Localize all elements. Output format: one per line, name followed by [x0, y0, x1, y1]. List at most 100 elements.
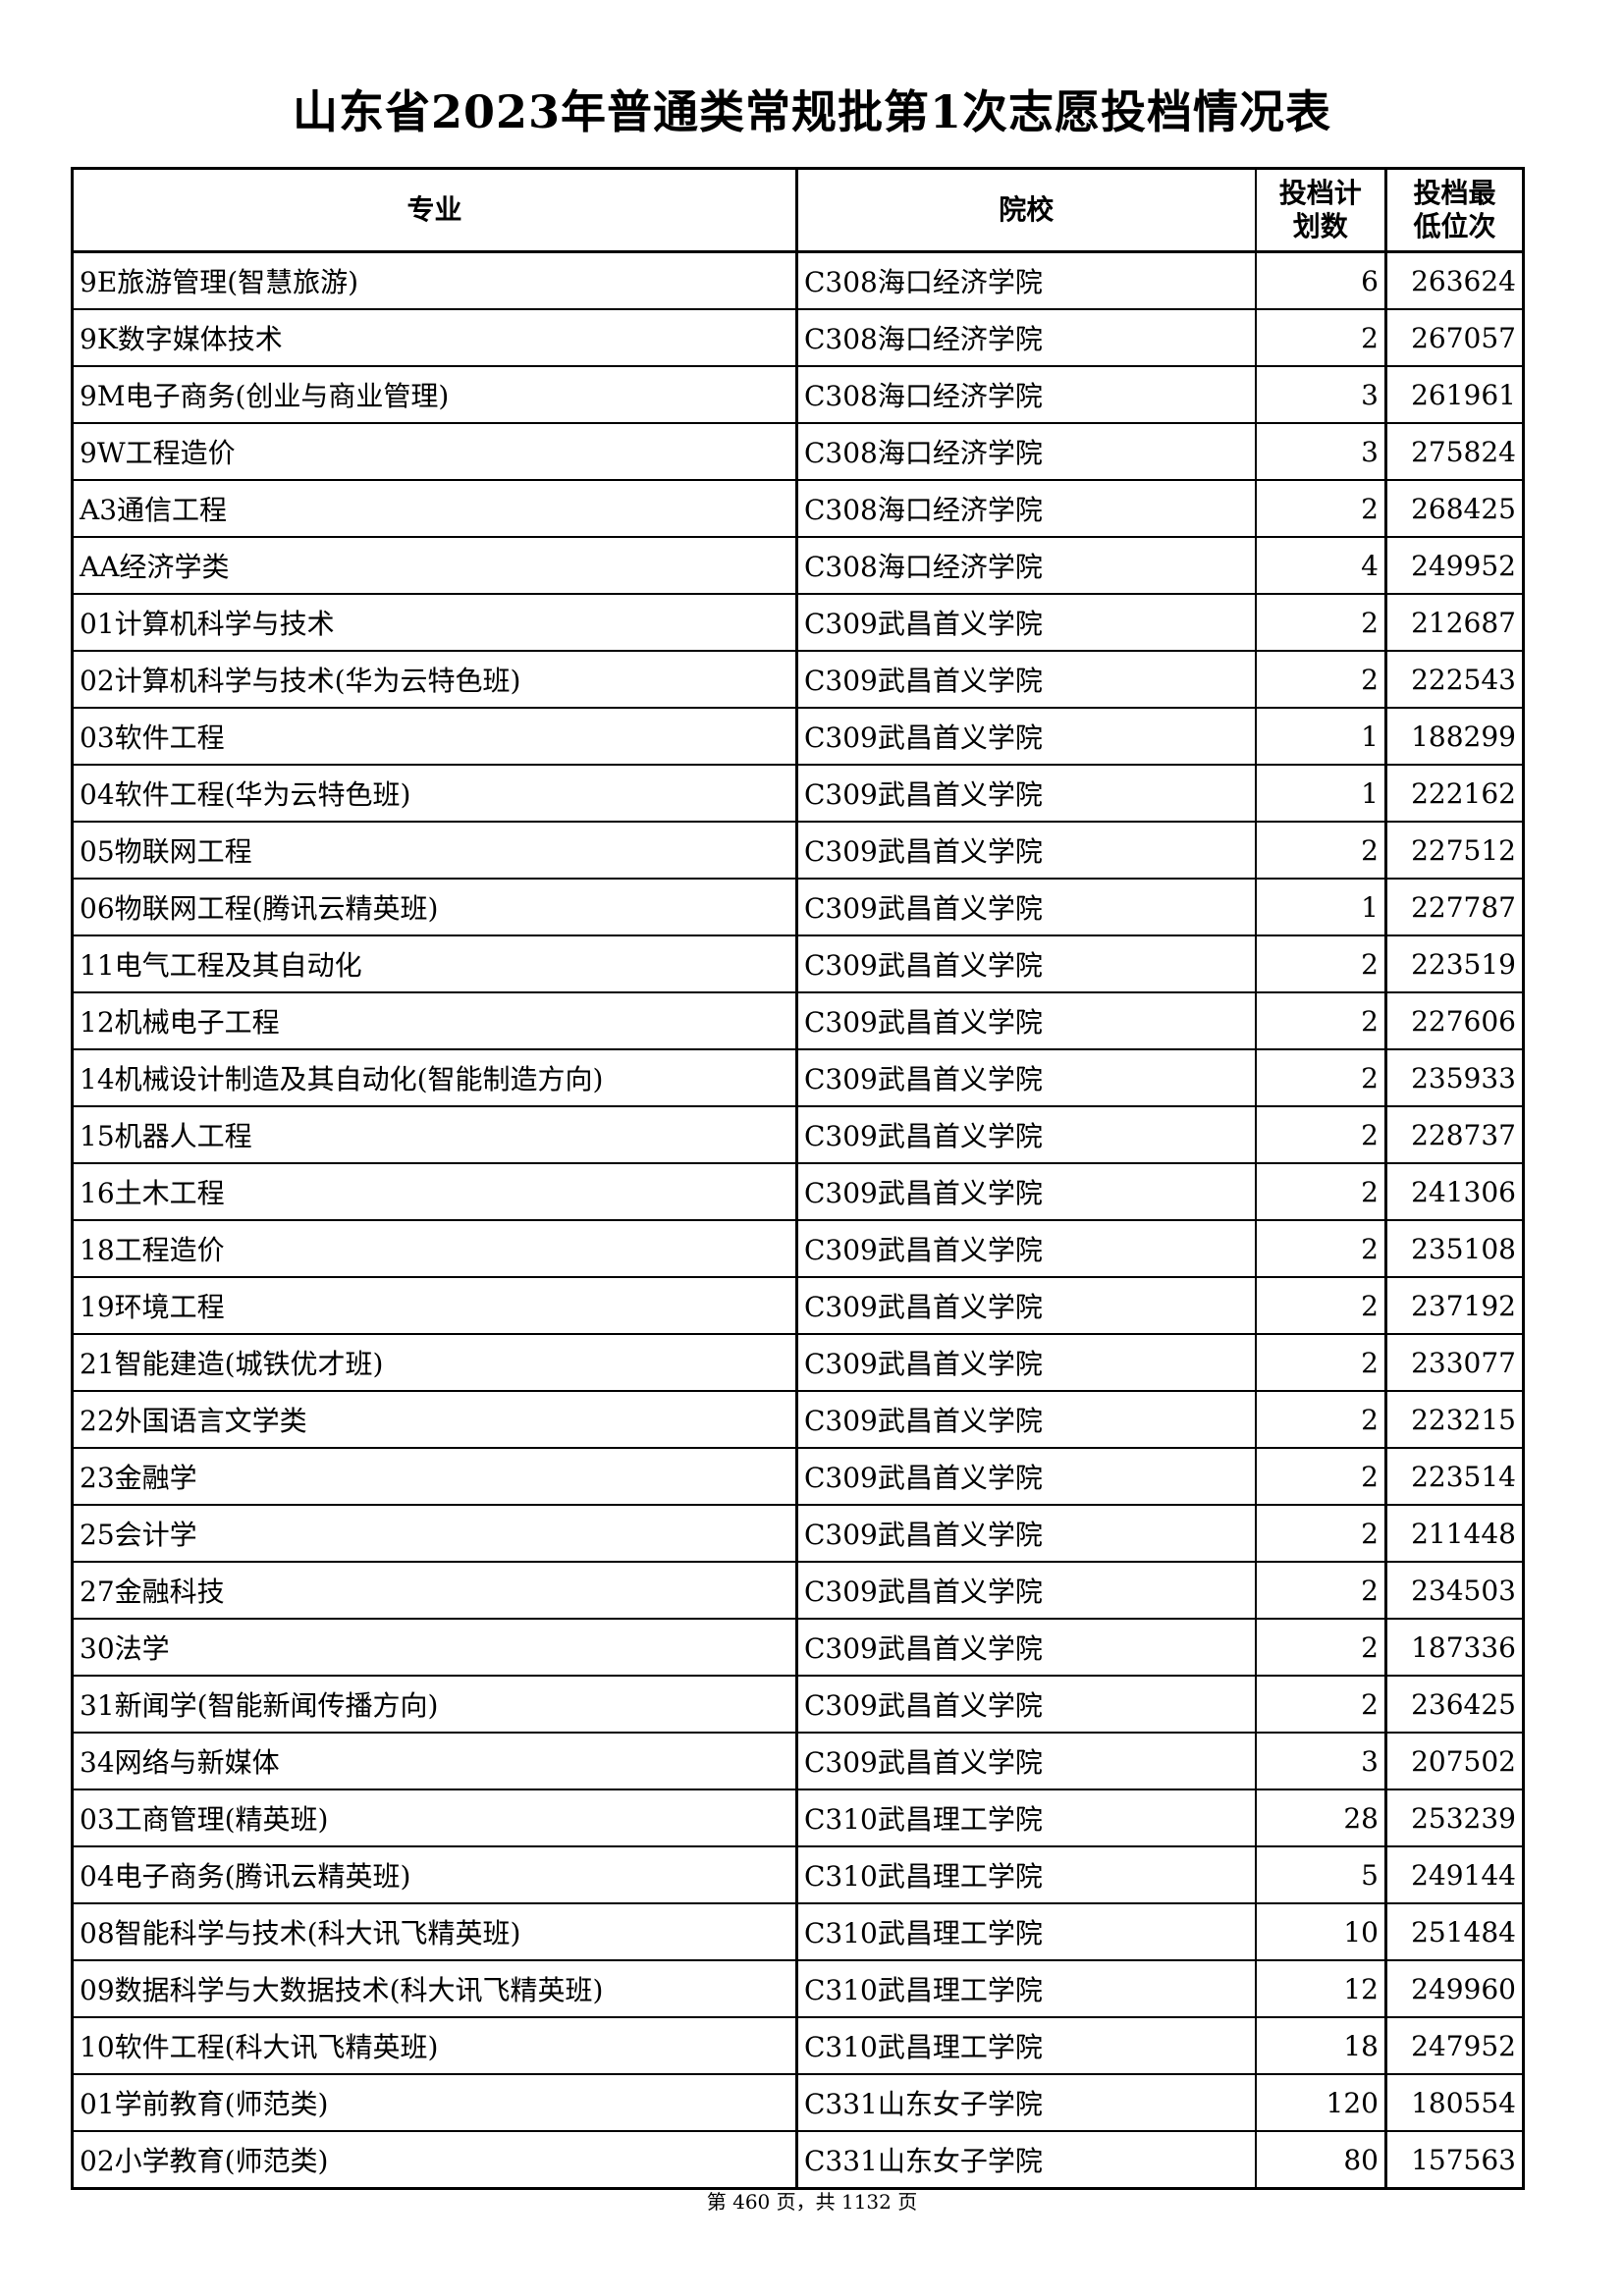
cell-school: C309武昌首义学院 — [795, 1048, 1257, 1107]
table-row: 30法学 C309武昌首义学院 2 187336 — [71, 1618, 1525, 1677]
cell-rank: 227512 — [1384, 821, 1525, 880]
cell-plan: 2 — [1254, 650, 1387, 709]
table-row: 9M电子商务(创业与商业管理) C308海口经济学院 3 261961 — [71, 365, 1525, 424]
cell-plan: 2 — [1254, 1675, 1387, 1734]
cell-school: C308海口经济学院 — [795, 250, 1257, 310]
cell-school: C308海口经济学院 — [795, 365, 1257, 424]
table-row: 04电子商务(腾讯云精英班) C310武昌理工学院 5 249144 — [71, 1845, 1525, 1904]
cell-rank: 227606 — [1384, 991, 1525, 1050]
cell-major: 03工商管理(精英班) — [71, 1789, 798, 1847]
cell-plan: 2 — [1254, 593, 1387, 652]
table-row: 22外国语言文学类 C309武昌首义学院 2 223215 — [71, 1390, 1525, 1449]
cell-plan: 120 — [1254, 2073, 1387, 2132]
table-row: 05物联网工程 C309武昌首义学院 2 227512 — [71, 821, 1525, 880]
table-row: 08智能科学与技术(科大讯飞精英班) C310武昌理工学院 10 251484 — [71, 1902, 1525, 1961]
cell-rank: 222543 — [1384, 650, 1525, 709]
cell-rank: 223514 — [1384, 1447, 1525, 1506]
cell-plan: 2 — [1254, 1561, 1387, 1620]
cell-major: 23金融学 — [71, 1447, 798, 1506]
cell-school: C309武昌首义学院 — [795, 1561, 1257, 1620]
cell-rank: 223215 — [1384, 1390, 1525, 1449]
cell-rank: 228737 — [1384, 1105, 1525, 1164]
table-header-row: 专业 院校 投档计划数 投档最 低位次 — [71, 167, 1525, 253]
cell-school: C308海口经济学院 — [795, 536, 1257, 595]
cell-plan: 1 — [1254, 707, 1387, 766]
table-row: 9E旅游管理(智慧旅游) C308海口经济学院 6 263624 — [71, 250, 1525, 310]
cell-rank: 180554 — [1384, 2073, 1525, 2132]
cell-plan: 1 — [1254, 764, 1387, 823]
cell-rank: 211448 — [1384, 1504, 1525, 1563]
cell-rank: 207502 — [1384, 1732, 1525, 1790]
cell-school: C310武昌理工学院 — [795, 1902, 1257, 1961]
table-row: 06物联网工程(腾讯云精英班) C309武昌首义学院 1 227787 — [71, 878, 1525, 936]
table-row: 25会计学 C309武昌首义学院 2 211448 — [71, 1504, 1525, 1563]
cell-major: 14机械设计制造及其自动化(智能制造方向) — [71, 1048, 798, 1107]
table-row: 02小学教育(师范类) C331山东女子学院 80 157563 — [71, 2130, 1525, 2190]
cell-major: 12机械电子工程 — [71, 991, 798, 1050]
cell-plan: 28 — [1254, 1789, 1387, 1847]
table-row: 01学前教育(师范类) C331山东女子学院 120 180554 — [71, 2073, 1525, 2132]
cell-plan: 2 — [1254, 1390, 1387, 1449]
cell-school: C310武昌理工学院 — [795, 1959, 1257, 2018]
cell-school: C309武昌首义学院 — [795, 934, 1257, 993]
cell-rank: 241306 — [1384, 1162, 1525, 1221]
cell-major: 09数据科学与大数据技术(科大讯飞精英班) — [71, 1959, 798, 2018]
column-header-plan: 投档计划数 — [1254, 167, 1387, 253]
cell-plan: 2 — [1254, 1048, 1387, 1107]
cell-rank: 249960 — [1384, 1959, 1525, 2018]
cell-major: 30法学 — [71, 1618, 798, 1677]
cell-school: C310武昌理工学院 — [795, 2016, 1257, 2075]
cell-rank: 263624 — [1384, 250, 1525, 310]
cell-plan: 1 — [1254, 878, 1387, 936]
cell-school: C309武昌首义学院 — [795, 1504, 1257, 1563]
cell-major: 10软件工程(科大讯飞精英班) — [71, 2016, 798, 2075]
cell-school: C309武昌首义学院 — [795, 1333, 1257, 1392]
table-row: 9W工程造价 C308海口经济学院 3 275824 — [71, 422, 1525, 481]
cell-school: C331山东女子学院 — [795, 2130, 1257, 2190]
table-row: 16土木工程 C309武昌首义学院 2 241306 — [71, 1162, 1525, 1221]
cell-plan: 2 — [1254, 1618, 1387, 1677]
cell-major: 05物联网工程 — [71, 821, 798, 880]
cell-rank: 251484 — [1384, 1902, 1525, 1961]
cell-school: C309武昌首义学院 — [795, 707, 1257, 766]
cell-plan: 10 — [1254, 1902, 1387, 1961]
cell-plan: 2 — [1254, 308, 1387, 367]
table-row: A3通信工程 C308海口经济学院 2 268425 — [71, 479, 1525, 538]
cell-school: C309武昌首义学院 — [795, 1447, 1257, 1506]
cell-school: C309武昌首义学院 — [795, 650, 1257, 709]
cell-major: AA经济学类 — [71, 536, 798, 595]
cell-major: 22外国语言文学类 — [71, 1390, 798, 1449]
cell-rank: 249144 — [1384, 1845, 1525, 1904]
cell-school: C310武昌理工学院 — [795, 1845, 1257, 1904]
cell-major: 01学前教育(师范类) — [71, 2073, 798, 2132]
cell-plan: 2 — [1254, 821, 1387, 880]
cell-plan: 4 — [1254, 536, 1387, 595]
table-row: 09数据科学与大数据技术(科大讯飞精英班) C310武昌理工学院 12 249960 — [71, 1959, 1525, 2018]
cell-school: C309武昌首义学院 — [795, 764, 1257, 823]
table-row: 34网络与新媒体 C309武昌首义学院 3 207502 — [71, 1732, 1525, 1790]
cell-major: 01计算机科学与技术 — [71, 593, 798, 652]
cell-plan: 2 — [1254, 1276, 1387, 1335]
cell-rank: 222162 — [1384, 764, 1525, 823]
table-row: 21智能建造(城铁优才班) C309武昌首义学院 2 233077 — [71, 1333, 1525, 1392]
column-header-plan-text: 投档计划数 — [1278, 177, 1362, 242]
cell-rank: 247952 — [1384, 2016, 1525, 2075]
cell-school: C331山东女子学院 — [795, 2073, 1257, 2132]
cell-school: C309武昌首义学院 — [795, 1618, 1257, 1677]
header-line: 投档最 — [1413, 177, 1496, 209]
page-footer: 第 460 页，共 1132 页 — [706, 2190, 918, 2214]
cell-school: C309武昌首义学院 — [795, 1675, 1257, 1734]
cell-plan: 2 — [1254, 934, 1387, 993]
cell-school: C309武昌首义学院 — [795, 821, 1257, 880]
cell-school: C309武昌首义学院 — [795, 878, 1257, 936]
table-row: 9K数字媒体技术 C308海口经济学院 2 267057 — [71, 308, 1525, 367]
column-header-school: 院校 — [795, 167, 1257, 253]
table-row: 12机械电子工程 C309武昌首义学院 2 227606 — [71, 991, 1525, 1050]
cell-rank: 187336 — [1384, 1618, 1525, 1677]
cell-school: C309武昌首义学院 — [795, 1162, 1257, 1221]
page-title: 山东省2023年普通类常规批第1次志愿投档情况表 — [292, 85, 1332, 138]
cell-school: C308海口经济学院 — [795, 479, 1257, 538]
cell-major: 25会计学 — [71, 1504, 798, 1563]
cell-rank: 233077 — [1384, 1333, 1525, 1392]
cell-school: C309武昌首义学院 — [795, 991, 1257, 1050]
